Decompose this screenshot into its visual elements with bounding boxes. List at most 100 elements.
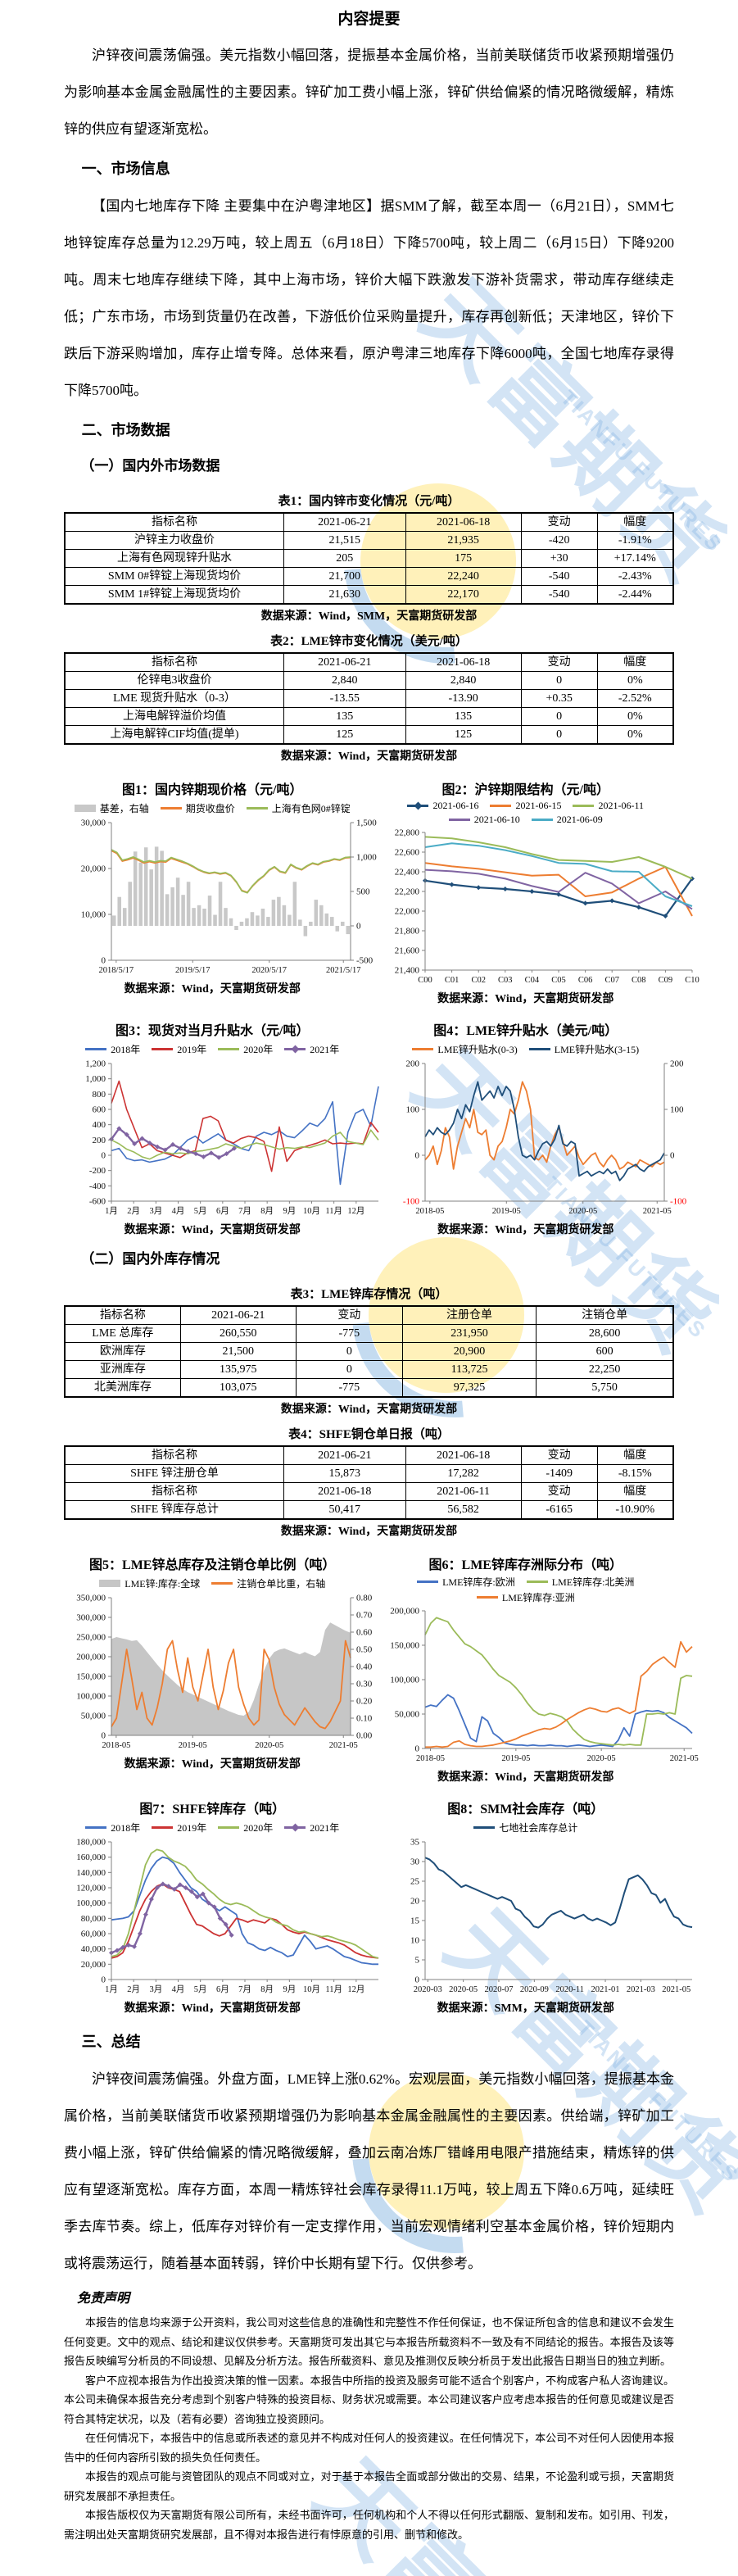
svg-text:C10: C10 xyxy=(685,976,700,985)
svg-text:-400: -400 xyxy=(89,1181,106,1191)
table-cell: -2.44% xyxy=(596,585,674,605)
chart-row-1: 图1：国内锌期现价格（元/吨） 基差，右轴 期货收盘价 上海有色网0#锌锭 0 10,00… xyxy=(64,770,699,1011)
legend-label: 2019年 xyxy=(177,1043,207,1055)
legend-label: 七地社会库存总计 xyxy=(499,1821,578,1834)
chart-canvas: 0 50,000 100,000 150,000 200,000 2018-05 2019-… xyxy=(390,1607,698,1764)
svg-text:2月: 2月 xyxy=(127,1206,140,1216)
table-cell: 15,873 xyxy=(283,1464,406,1483)
table-cell: 亚洲库存 xyxy=(64,1360,181,1379)
svg-text:35: 35 xyxy=(410,1838,420,1848)
table-cell: SHFE 锌库存总计 xyxy=(64,1500,284,1520)
chart-canvas: -600 -400 -200 0 200 400 600 800 1,000 1,200 1月 2月 3… xyxy=(85,1059,379,1216)
table-cell: 0 xyxy=(520,671,598,690)
svg-text:0: 0 xyxy=(414,1151,419,1161)
table-cell: 5,750 xyxy=(536,1378,674,1398)
svg-text:21,800: 21,800 xyxy=(394,927,419,937)
svg-text:2019/5/17: 2019/5/17 xyxy=(175,966,211,975)
chart-figure-3: 图3：现货对当月升贴水（元/吨） 2018年 2019年 2020年 2021年 -600… xyxy=(66,1011,379,1242)
svg-text:0: 0 xyxy=(102,1975,106,1985)
svg-text:100: 100 xyxy=(405,1105,419,1115)
table-cell: 伦锌电3收盘价 xyxy=(64,671,284,690)
svg-text:C02: C02 xyxy=(471,976,486,985)
table-row: 指标名称 2021-06-21 2021-06-18 变动 幅度 xyxy=(64,1445,674,1465)
table-row: LME 总库存 260,550 -775 231,950 28,600 xyxy=(64,1324,674,1343)
svg-text:100,000: 100,000 xyxy=(390,1676,419,1685)
svg-text:5月: 5月 xyxy=(194,1206,207,1216)
svg-text:0: 0 xyxy=(102,1731,106,1741)
table-cell: 0 xyxy=(520,725,598,745)
disclaimer-heading: 免责声明 xyxy=(77,2292,130,2306)
chart-title: 图4：LME锌升贴水（美元/吨） xyxy=(433,1024,618,1038)
svg-text:60,000: 60,000 xyxy=(81,1930,106,1939)
data-table: 指标名称 2021-06-21 2021-06-18 变动 幅度 伦锌电3收盘价 2,840… xyxy=(64,652,674,745)
svg-text:50,000: 50,000 xyxy=(81,1712,106,1721)
table-cell: 幅度 xyxy=(596,652,674,672)
legend-label: 2021-06-09 xyxy=(556,814,603,825)
chart-canvas: 21,400 21,600 21,800 22,000 22,200 22,400 22,6… xyxy=(394,828,700,986)
svg-text:80,000: 80,000 xyxy=(81,1914,106,1924)
legend-item: 2021年 xyxy=(284,1042,339,1056)
legend-swatch-icon xyxy=(246,806,268,810)
table-source: 数据来源：Wind，SMM，天富期货研发部 xyxy=(260,610,478,623)
svg-text:250,000: 250,000 xyxy=(76,1633,106,1643)
table-cell: 指标名称 xyxy=(64,1445,284,1465)
legend-item: 2021-06-10 xyxy=(448,814,520,826)
svg-text:1月: 1月 xyxy=(105,1206,118,1216)
svg-text:160,000: 160,000 xyxy=(76,1853,106,1862)
table-cell: 幅度 xyxy=(596,1482,674,1501)
chart-title: 图6：LME锌库存洲际分布（吨） xyxy=(428,1558,623,1572)
svg-text:0.80: 0.80 xyxy=(356,1594,373,1603)
table-cell: -1409 xyxy=(520,1464,598,1483)
table-cell: -8.15% xyxy=(596,1464,674,1483)
table-cell: 2,840 xyxy=(405,671,522,690)
legend-label: 2021年 xyxy=(310,1821,340,1834)
svg-text:15: 15 xyxy=(410,1916,420,1926)
legend-label: 2021年 xyxy=(310,1043,340,1055)
legend-item: LME锌库存:亚洲 xyxy=(476,1590,575,1604)
disclaimer-paragraph: 客户不应视本报告为作出投资决策的惟一因素。本报告中所指的投资及服务可能不适合个别… xyxy=(64,2374,674,2425)
table-row: 上海有色网现锌升贴水 205 175 +30 +17.14% xyxy=(64,549,674,568)
table-cell: 指标名称 xyxy=(64,512,284,532)
table-cell: 56,582 xyxy=(405,1500,522,1520)
svg-text:C06: C06 xyxy=(577,976,592,985)
svg-text:22,600: 22,600 xyxy=(394,848,419,858)
svg-text:180,000: 180,000 xyxy=(76,1838,106,1848)
svg-text:2021-05: 2021-05 xyxy=(669,1754,698,1763)
svg-text:12月: 12月 xyxy=(347,1206,364,1216)
table-cell: 2021-06-11 xyxy=(405,1482,522,1501)
svg-text:8月: 8月 xyxy=(260,1206,274,1216)
svg-text:C01: C01 xyxy=(444,976,459,985)
chart-title: 图2：沪锌期限结构（元/吨） xyxy=(441,783,609,797)
chart-legend: 2018年 2019年 2020年 2021年 xyxy=(66,1819,360,1835)
legend-swatch-icon xyxy=(573,805,595,807)
svg-text:2020-05: 2020-05 xyxy=(255,1741,283,1750)
table-row: SHFE 锌库存总计 50,417 56,582 -6165 -10.90% xyxy=(64,1500,674,1520)
legend-item: 2020年 xyxy=(218,1821,273,1834)
svg-text:150,000: 150,000 xyxy=(76,1672,106,1682)
table-cell: 注销仓单 xyxy=(536,1305,674,1325)
table-cell: 0% xyxy=(596,671,674,690)
table-row: 指标名称 2021-06-18 2021-06-11 变动 幅度 xyxy=(64,1482,674,1501)
table-block-1: 表1：国内锌市变化情况（元/吨） 指标名称 2021-06-21 2021-06-18… xyxy=(64,492,674,624)
svg-text:0: 0 xyxy=(102,956,106,966)
data-table: 指标名称 2021-06-21 2021-06-18 变动 幅度 沪锌主力收盘价 21,51… xyxy=(64,512,674,605)
table-cell: -540 xyxy=(520,567,598,586)
table-cell: 2021-06-21 xyxy=(283,512,406,532)
svg-text:0.30: 0.30 xyxy=(356,1680,373,1689)
legend-item: LME锌升贴水(0-3) xyxy=(412,1042,518,1056)
legend-label: 基差，右轴 xyxy=(99,802,149,814)
section2-sub2-heading: （二）国内外库存情况 xyxy=(80,1251,220,1267)
legend-swatch-icon xyxy=(218,1825,240,1829)
table-cell: -6165 xyxy=(520,1500,598,1520)
svg-text:2021-01: 2021-01 xyxy=(591,1985,619,1994)
svg-text:0.00: 0.00 xyxy=(356,1731,373,1741)
table-cell: 21,500 xyxy=(179,1342,297,1361)
legend-swatch-icon xyxy=(284,1045,306,1053)
svg-text:400: 400 xyxy=(93,1120,106,1130)
table-cell: 0 xyxy=(295,1342,403,1361)
chart-legend: LME锌升贴水(0-3) LME锌升贴水(3-15) xyxy=(379,1041,673,1057)
table-row: 上海电解锌CIF均值(提单) 125 125 0 0% xyxy=(64,725,674,745)
table-cell: 变动 xyxy=(520,652,598,672)
table-cell: 0% xyxy=(596,707,674,726)
svg-text:20,000: 20,000 xyxy=(81,864,106,874)
